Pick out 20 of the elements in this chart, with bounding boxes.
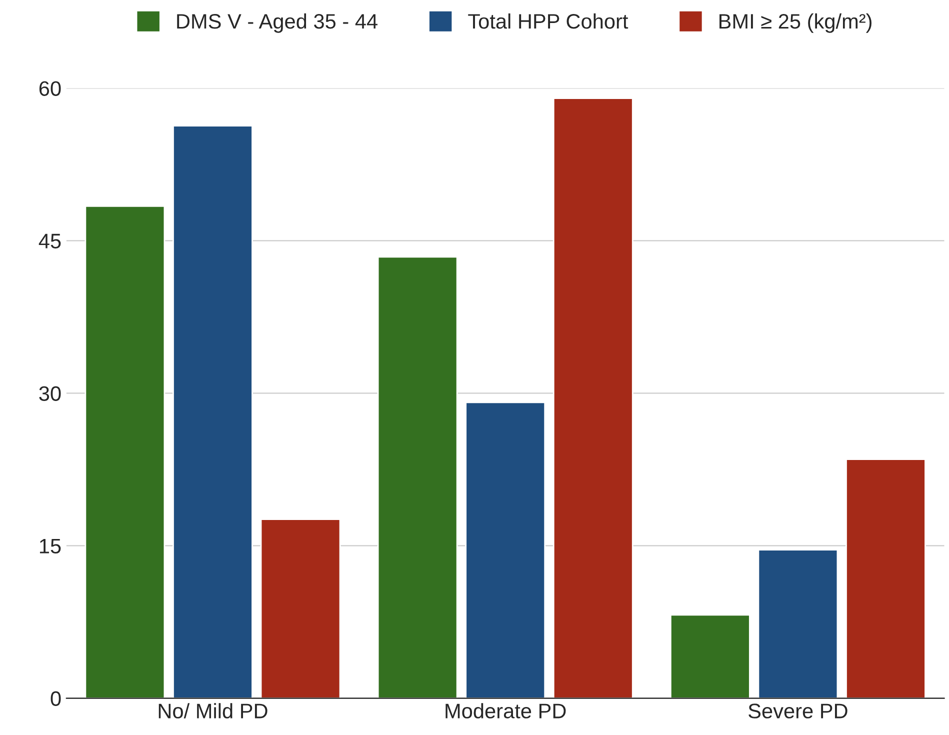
y-tick-label: 45 [38,234,61,248]
bar [846,458,926,698]
x-tick-label: No/ Mild PD [158,703,268,718]
legend-label: DMS V - Aged 35 - 44 [177,13,378,33]
y-tick-label: 0 [50,691,61,706]
y-tick-label: 60 [39,81,61,96]
y-tick-label: 30 [39,386,61,401]
bar [670,614,750,698]
legend-label: BMI ≥ 25 (kg/m²) [720,13,872,33]
y-tick-label: 15 [40,538,61,554]
bar [552,98,634,698]
bar [260,518,341,698]
x-tick-label: Moderate PD [446,703,566,718]
bar [377,256,458,698]
legend-label: Total HPP Cohort [468,13,628,29]
x-tick-label: Severe PD [748,704,848,718]
bar [84,205,166,698]
bar [758,549,838,698]
bar [172,125,253,698]
bar [465,402,546,698]
